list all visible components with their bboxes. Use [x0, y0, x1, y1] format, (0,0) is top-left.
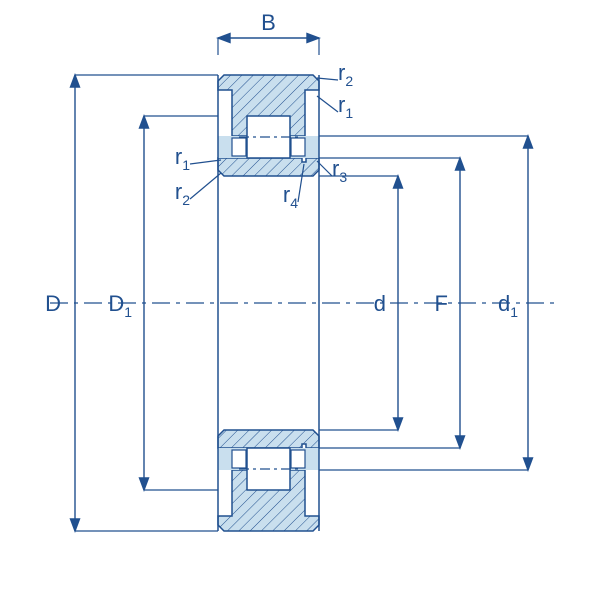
svg-text:r2: r2 [338, 60, 353, 89]
cage-right [291, 138, 305, 156]
svg-text:F: F [435, 291, 448, 316]
cage-left [232, 450, 246, 468]
svg-text:r1: r1 [338, 92, 353, 121]
svg-text:D1: D1 [108, 291, 132, 320]
svg-text:d: d [374, 291, 386, 316]
cage-left [232, 138, 246, 156]
svg-text:r3: r3 [332, 156, 347, 185]
svg-text:r4: r4 [283, 182, 298, 211]
svg-text:r1: r1 [175, 144, 190, 173]
bearing-cross-section-diagram: B D D1 d Fd1 r2 r1 r1 r2 r3 r4 [0, 0, 600, 600]
svg-text:d1: d1 [498, 291, 518, 320]
cage-right [291, 450, 305, 468]
svg-text:D: D [45, 291, 61, 316]
svg-text:r2: r2 [175, 179, 190, 208]
inner-ring [218, 430, 319, 448]
svg-text:B: B [261, 10, 276, 35]
